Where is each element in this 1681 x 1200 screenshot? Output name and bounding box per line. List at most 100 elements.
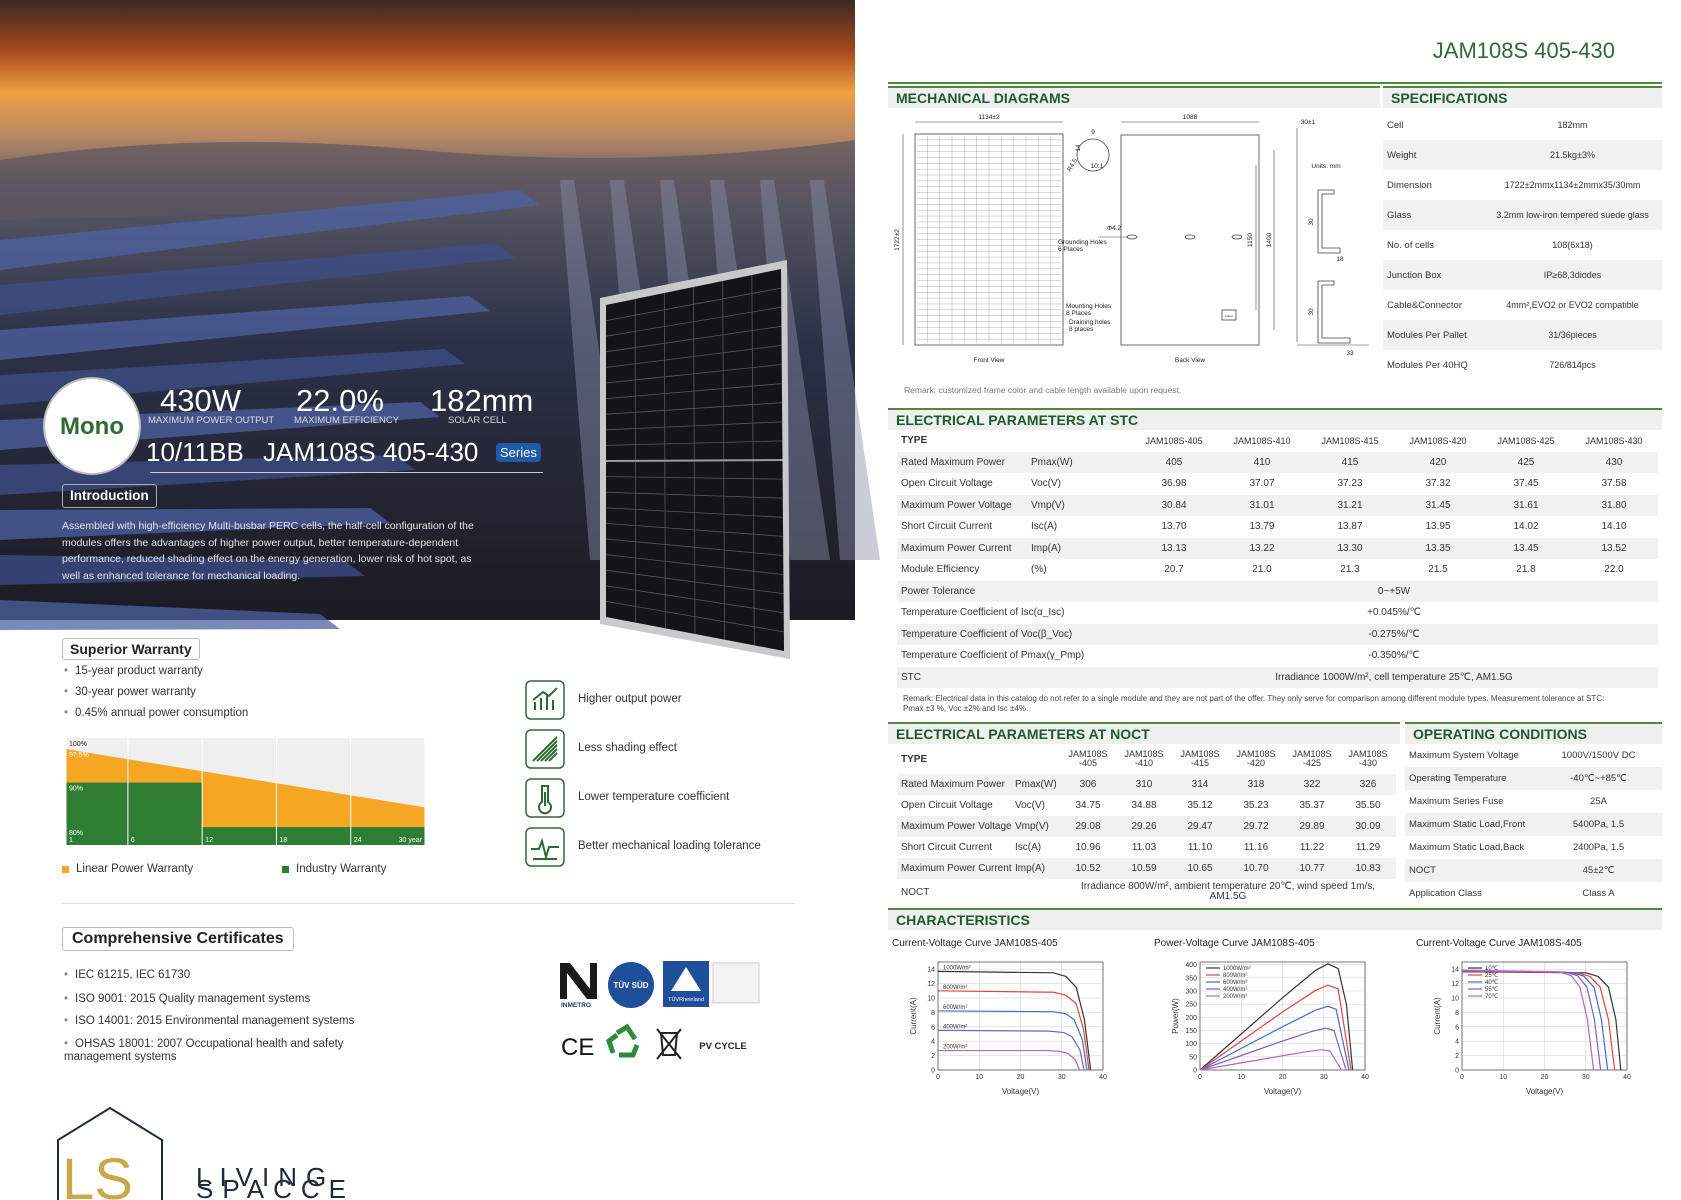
table-cell: Imp(A) (1015, 858, 1060, 879)
table-cell: Isc(A) (1015, 842, 1042, 853)
table-row: Rated Maximum Power Pmax(W) 306 310 314 318 32… (897, 774, 1396, 795)
diagram-label: 1134±2 (978, 114, 1000, 121)
logo-text: TÜVRheinland (668, 996, 704, 1003)
stc-remark: Remark: Electrical data in this catalog … (903, 694, 1605, 713)
legend-label: 10℃ (1485, 966, 1499, 972)
table-cell: 108(6x18) (1552, 240, 1593, 250)
table-cell: 3.2mm low-iron tempered suede glass (1483, 200, 1662, 230)
panel-row (0, 555, 365, 585)
section-header: SPECIFICATIONS (1383, 86, 1662, 108)
table-cell: Isc(A) (1031, 521, 1058, 533)
x-tick-label: 20 (1017, 1074, 1025, 1081)
table-cell: 14.10 (1601, 521, 1627, 533)
diagram-label: 30 (1308, 218, 1315, 226)
table-cell: JAM108S -405 (1068, 748, 1108, 768)
table-cell: 21.3 (1340, 564, 1360, 576)
y-axis-label: Power(W) (1171, 998, 1180, 1034)
section-header: OPERATING CONDITIONS (1405, 722, 1662, 744)
cell-line (605, 345, 782, 368)
warranty-chart: 1 6 12 18 24 30 year 100% 97.5% 90% 80% (65, 738, 426, 845)
stc-table: TYPE JAM108S-405 JAM108S-410 JAM108S-415 JAM… (897, 430, 1658, 688)
x-tick-label: 12 (205, 837, 213, 844)
y-tick-label: 6 (1455, 1024, 1459, 1031)
table-cell: Temperature Coefficient of Isc(α_Isc) (901, 607, 1065, 619)
table-cell: 37.58 (1601, 478, 1627, 490)
table-row: Glass 3.2mm low-iron tempered suede glass (1383, 200, 1662, 230)
diagram-label: 8 places (1069, 326, 1094, 333)
diagram-label: 33 (1346, 350, 1354, 357)
x-tick-label: 0 (1198, 1074, 1202, 1081)
table-cell: Pmax(W) (1015, 774, 1060, 795)
table-cell: 14.02 (1513, 521, 1539, 533)
section-header: MECHANICAL DIAGRAMS (888, 86, 1380, 108)
y-tick-label: 350 (1185, 975, 1197, 982)
table-cell: Maximum Power Voltage (897, 494, 1027, 516)
legend-label: 200W/m² (1223, 994, 1247, 1000)
diagram-label: Φ4.2 (1107, 225, 1122, 232)
curve (1199, 984, 1352, 1071)
table-cell: Short Circuit Current (901, 842, 993, 853)
panel-row (0, 243, 515, 315)
table-cell: Module Efficiency (901, 564, 980, 576)
y-tick-label: 14 (1451, 967, 1459, 974)
table-row: Maximum Power Current Imp(A) 10.52 10.59 10.… (897, 858, 1396, 879)
tbody: TYPE JAM108S-405 JAM108S-410 JAM108S-415 JAM… (897, 430, 1658, 688)
cert-item: OHSAS 18001: 2007 Occupational health an… (64, 1038, 364, 1064)
table-cell: JAM108S-410 (1233, 435, 1291, 446)
house-outline (57, 1106, 163, 1200)
table-cell: Short Circuit Current (901, 521, 993, 533)
table-row: TYPE JAM108S-405 JAM108S-410 JAM108S-415 JAM… (897, 430, 1658, 452)
x-tick-label: 30 (1320, 1074, 1328, 1081)
table-cell: 11.10 (1187, 842, 1213, 853)
legend-swatch (282, 866, 289, 873)
table-cell: 13.79 (1249, 521, 1275, 533)
table-cell: Application Class (1409, 888, 1482, 899)
table-row: Dimension 1722±2mmx1134±2mmx35/30mm (1383, 170, 1662, 200)
profile (1317, 189, 1341, 254)
table-cell: 326 (1340, 774, 1396, 795)
table-cell: 10.70 (1228, 858, 1284, 879)
feature-label: Better mechanical loading tolerance (578, 840, 761, 852)
icon-box (525, 827, 565, 867)
x-tick-label: 6 (131, 837, 135, 844)
table-cell: 13.13 (1130, 537, 1218, 559)
panel-row-right (810, 180, 880, 560)
table-cell: -40℃~+85℃ (1535, 767, 1662, 790)
tbody: Maximum System Voltage 1000V/1500V DC Oper… (1405, 744, 1662, 905)
curve (1199, 1005, 1350, 1071)
table-cell: 21.8 (1516, 564, 1536, 576)
table-cell: (%) (1031, 564, 1047, 576)
table-cell: 31/36pieces (1483, 320, 1662, 350)
table-row: Operating Temperature -40℃~+85℃ (1405, 767, 1662, 790)
table-cell: Weight (1383, 140, 1483, 170)
table-row: Open Circuit Voltage Voc(V) 34.75 34.88 35.1… (897, 795, 1396, 816)
x-tick-label: 40 (1623, 1074, 1631, 1081)
table-cell: Temperature Coefficient of Pmax(γ_Pmp) (901, 650, 1085, 662)
y-tick-label: 4 (1455, 1039, 1459, 1046)
table-row: NOCT 45±2℃ (1405, 859, 1662, 882)
diagram-label: 14 (1075, 144, 1082, 152)
table-cell: 34.88 (1131, 800, 1157, 811)
table-row: NOCT Irradiance 800W/m², ambient temperat… (897, 879, 1396, 905)
legend-label: 600W/m² (943, 1005, 967, 1011)
x-tick-label: 0 (936, 1074, 940, 1081)
y-tick-label: 6 (931, 1024, 935, 1031)
y-tick-label: 8 (931, 1010, 935, 1017)
table-row: TYPE JAM108S -405 JAM108S -410 JAM108S -415… (897, 744, 1396, 774)
y-tick-label: 10 (927, 996, 935, 1003)
hole (1126, 234, 1138, 240)
table-cell: Irradiance 800W/m², ambient temperature … (1080, 880, 1376, 902)
x-tick-label: 30 year (399, 837, 423, 844)
operating-table: Maximum System Voltage 1000V/1500V DC Oper… (1405, 744, 1662, 905)
y-tick-label: 12 (927, 981, 935, 988)
table-cell: Cell (1387, 119, 1404, 131)
x-tick-label: 20 (1279, 1074, 1287, 1081)
plot-frame (1199, 961, 1366, 1071)
diagram-label: Grounding Holes (1058, 239, 1108, 246)
plot-frame (1461, 961, 1628, 1071)
cert-item: ISO 14001: 2015 Environmental management… (64, 1015, 364, 1028)
table-cell: JAM108S-430 (1585, 435, 1643, 446)
table-row: Power Tolerance 0~+5W (897, 580, 1658, 602)
table-cell: Maximum Power Voltage (897, 816, 1015, 837)
